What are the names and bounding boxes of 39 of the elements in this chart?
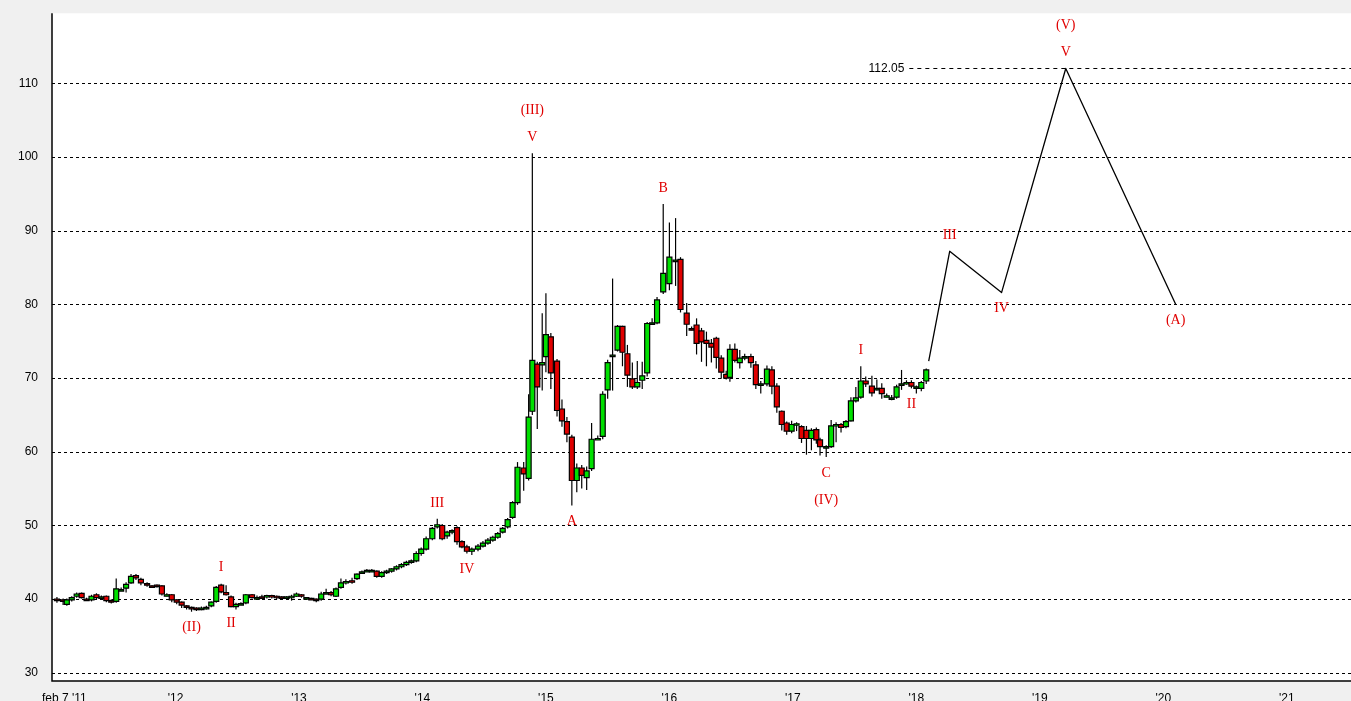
- ref-line-label: 112.05: [868, 60, 905, 75]
- x-tick-label: '17: [785, 690, 802, 701]
- annotation: V: [1060, 44, 1071, 60]
- x-tick-label: '20: [1155, 690, 1172, 701]
- annotation: (III): [520, 101, 545, 118]
- x-tick-label: '16: [661, 690, 678, 701]
- x-tick-label: '18: [908, 690, 925, 701]
- x-tick-label: '13: [291, 690, 308, 701]
- annotation: (V): [1056, 17, 1076, 34]
- annotation: II: [906, 396, 917, 412]
- y-tick-label: 100: [17, 149, 39, 164]
- annotation: II: [226, 614, 237, 630]
- x-tick-label: '12: [167, 690, 184, 701]
- annotation: III: [430, 494, 445, 510]
- y-tick-label: 90: [24, 222, 39, 237]
- annotation: V: [527, 128, 538, 144]
- annotation: (A): [1165, 312, 1186, 329]
- x-tick-label: feb 7 '11: [41, 690, 88, 701]
- y-tick-label: 30: [24, 665, 39, 680]
- x-tick-label: '14: [414, 690, 431, 701]
- y-tick-label: 110: [18, 75, 39, 90]
- y-tick-label: 70: [24, 370, 39, 385]
- annotation: C: [821, 464, 831, 480]
- x-tick-label: '21: [1278, 690, 1295, 701]
- x-tick-label: '19: [1032, 690, 1048, 701]
- y-tick-label: 60: [24, 444, 39, 459]
- y-tick-label: 80: [24, 296, 39, 311]
- y-tick-label: 40: [24, 591, 39, 606]
- annotation: (IV): [814, 491, 839, 508]
- annotation: B: [658, 179, 668, 195]
- annotation: IV: [459, 561, 475, 577]
- annotation: (II): [182, 619, 202, 636]
- annotation: IV: [994, 300, 1009, 316]
- annotation: I: [218, 559, 224, 575]
- x-tick-label: '15: [538, 690, 555, 701]
- annotation: I: [858, 341, 864, 357]
- y-tick-label: 50: [24, 517, 39, 532]
- annotation: A: [566, 513, 578, 529]
- annotation: III: [942, 226, 958, 242]
